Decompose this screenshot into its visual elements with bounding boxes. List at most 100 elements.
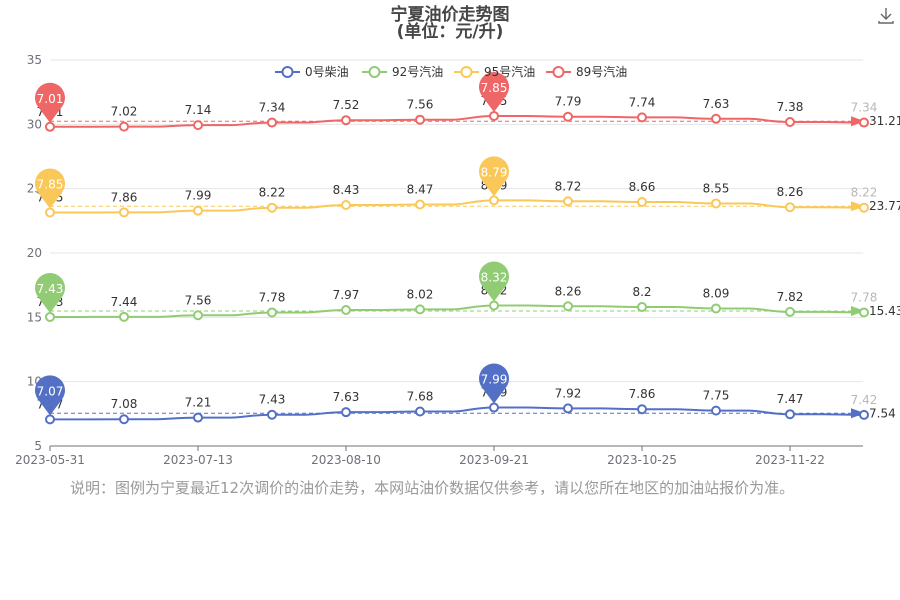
average-arrow xyxy=(851,306,865,317)
data-point xyxy=(785,202,795,213)
data-point xyxy=(119,414,129,425)
data-label: 7.99 xyxy=(185,189,212,203)
data-point xyxy=(193,310,203,321)
min-pin-shape xyxy=(35,272,66,313)
min-pin-label: 7.07 xyxy=(37,384,64,398)
x-tick-label: 2023-08-10 xyxy=(311,453,381,467)
y-tick-label: 35 xyxy=(27,53,42,67)
data-point xyxy=(193,412,203,423)
legend-item-0[interactable]: 0号柴油 xyxy=(275,65,349,79)
min-pin-label: 7.43 xyxy=(37,282,64,296)
legend-item-3[interactable]: 89号汽油 xyxy=(546,64,627,79)
data-point xyxy=(489,300,499,311)
data-point xyxy=(563,403,573,414)
data-label: 7.47 xyxy=(777,392,804,406)
average-arrow xyxy=(851,116,865,127)
data-point xyxy=(193,120,203,131)
legend-label: 89号汽油 xyxy=(576,64,627,79)
max-pin-label: 7.99 xyxy=(481,373,508,387)
max-pin: 7.99 xyxy=(479,363,509,404)
data-label: 7.79 xyxy=(555,95,582,109)
data-label: 7.21 xyxy=(185,396,212,410)
data-point xyxy=(785,409,795,420)
legend-item-2[interactable]: 95号汽油 xyxy=(454,64,535,79)
data-point xyxy=(859,202,869,213)
min-pin: 7.01 xyxy=(35,82,65,123)
data-label: 7.74 xyxy=(629,95,656,109)
data-point xyxy=(785,117,795,128)
x-tick-label: 2023-09-21 xyxy=(459,453,529,467)
data-label: 7.43 xyxy=(259,393,286,407)
series-line xyxy=(50,304,865,318)
max-pin-shape xyxy=(479,261,509,302)
average-label: 7.54 xyxy=(869,406,896,420)
data-label: 7.78 xyxy=(259,290,286,304)
legend-marker xyxy=(368,66,381,78)
data-point xyxy=(637,302,647,313)
chart-subtitle: (单位：元/升) xyxy=(397,21,504,42)
data-point xyxy=(45,207,55,218)
data-point xyxy=(859,307,869,318)
data-label: 7.02 xyxy=(111,105,138,119)
legend[interactable]: 0号柴油 92号汽油 95号汽油 89号汽油 xyxy=(275,64,627,79)
min-pin-shape xyxy=(35,82,65,123)
legend-item-1[interactable]: 92号汽油 xyxy=(362,64,443,79)
data-label: 7.42 xyxy=(851,393,878,407)
max-pin: 8.32 xyxy=(479,261,509,302)
chart-title: 宁夏油价走势图 xyxy=(391,4,510,25)
max-pin-label: 7.85 xyxy=(481,81,508,95)
data-label: 7.86 xyxy=(629,387,656,401)
average-label: 15.43 xyxy=(869,304,900,318)
data-point xyxy=(711,198,721,209)
data-label: 7.08 xyxy=(111,397,138,411)
data-label: 8.47 xyxy=(407,182,434,196)
average-arrow xyxy=(851,408,865,419)
data-label: 7.75 xyxy=(703,389,730,403)
data-point xyxy=(119,207,129,218)
data-point xyxy=(711,113,721,124)
data-point xyxy=(267,117,277,128)
data-point xyxy=(489,195,499,206)
data-point xyxy=(637,112,647,123)
data-point xyxy=(563,301,573,312)
series-line xyxy=(50,114,865,128)
download-icon[interactable] xyxy=(876,5,896,25)
data-point xyxy=(415,199,425,210)
max-pin-shape xyxy=(479,363,509,404)
data-point xyxy=(193,205,203,216)
data-label: 7.44 xyxy=(111,295,138,309)
data-label: 7.14 xyxy=(185,103,212,117)
data-label: 8.22 xyxy=(259,186,286,200)
data-point xyxy=(341,200,351,211)
series-2: 23.77 7.85 7.86 7.99 8.22 8.43 8.47 8.79 8.72 8.6… xyxy=(35,156,900,218)
data-label: 7.97 xyxy=(333,288,360,302)
max-pin-label: 8.32 xyxy=(481,270,508,284)
legend-label: 95号汽油 xyxy=(484,64,535,79)
min-pin-label: 7.85 xyxy=(37,177,64,191)
legend-marker xyxy=(552,66,565,78)
data-point xyxy=(415,406,425,417)
legend-label: 92号汽油 xyxy=(392,64,443,79)
data-label: 8.43 xyxy=(333,183,360,197)
data-point xyxy=(267,202,277,213)
data-point xyxy=(267,307,277,318)
data-point xyxy=(859,117,869,128)
data-label: 7.34 xyxy=(259,101,286,115)
data-point xyxy=(341,115,351,126)
data-label: 7.38 xyxy=(777,100,804,114)
data-point xyxy=(45,121,55,132)
series-line xyxy=(50,406,865,421)
data-label: 8.55 xyxy=(703,181,730,195)
x-tick-label: 2023-11-22 xyxy=(755,453,825,467)
max-pin-shape xyxy=(479,156,510,197)
max-pin-label: 8.79 xyxy=(481,165,508,179)
series-1: 15.43 7.43 7.44 7.56 7.78 7.97 8.02 8.32 8.26 8.2… xyxy=(35,261,900,322)
min-pin-shape xyxy=(35,168,65,209)
data-label: 8.66 xyxy=(629,180,656,194)
average-arrow xyxy=(851,201,865,212)
data-point xyxy=(563,111,573,122)
data-point xyxy=(711,405,721,416)
data-point xyxy=(45,414,55,425)
